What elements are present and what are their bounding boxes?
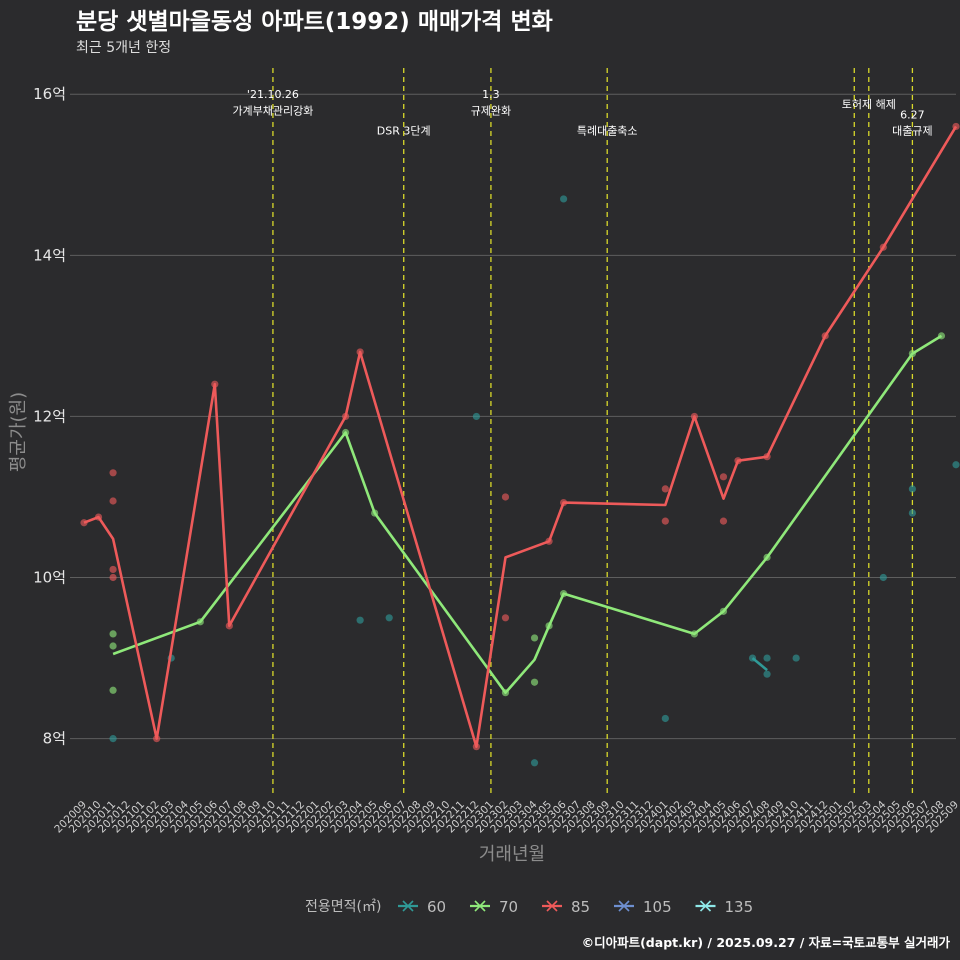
point-60 xyxy=(385,614,393,622)
legend-item-60: 60 xyxy=(398,898,446,916)
x-axis-ticks: 2020092020102020112020122021012021022021… xyxy=(52,798,960,835)
point-70 xyxy=(109,686,117,694)
event-annotation: 규제완화 xyxy=(471,104,511,117)
line-60 xyxy=(751,657,768,672)
legend-title: 전용면적(㎡) xyxy=(305,899,381,915)
line-70 xyxy=(112,334,943,695)
point-60 xyxy=(908,485,917,493)
point-60 xyxy=(530,759,539,767)
grid xyxy=(70,93,956,740)
legend-label: 105 xyxy=(643,898,672,916)
point-60 xyxy=(763,654,771,662)
x-axis-title: 거래년월 xyxy=(479,844,545,865)
legend-item-105: 105 xyxy=(614,898,672,916)
point-85 xyxy=(501,614,510,622)
y-tick-label: 10억 xyxy=(33,569,66,587)
point-85 xyxy=(661,485,669,493)
point-60 xyxy=(763,670,771,678)
event-annotation: 특례대출축소 xyxy=(577,124,638,137)
legend-label: 70 xyxy=(499,898,518,916)
event-lines xyxy=(272,68,914,795)
event-annotation: DSR 3단계 xyxy=(377,124,431,137)
point-85 xyxy=(719,473,728,481)
event-annotation: 6.27 xyxy=(900,108,925,121)
point-85 xyxy=(109,573,117,582)
y-tick-label: 8억 xyxy=(43,730,66,748)
y-tick-label: 12억 xyxy=(33,407,66,425)
point-85 xyxy=(109,469,117,477)
legend-item-85: 85 xyxy=(542,898,590,916)
legend-label: 60 xyxy=(427,898,446,916)
point-60 xyxy=(661,714,669,723)
point-60 xyxy=(908,509,917,517)
event-annotation: '21.10.26 xyxy=(247,88,299,101)
event-annotation: 대출규제 xyxy=(892,124,932,137)
legend: 전용면적(㎡) 60 70 85 105 135 xyxy=(305,898,753,916)
y-axis-ticks: 8억 10억 12억 14억 16억 xyxy=(33,85,66,747)
series-lines xyxy=(83,125,958,749)
event-annotation: 토허제 해제 xyxy=(842,97,896,111)
y-tick-label: 16억 xyxy=(33,85,66,103)
point-70 xyxy=(530,678,539,686)
legend-label: 85 xyxy=(571,898,590,916)
point-85 xyxy=(661,517,669,525)
point-85 xyxy=(719,517,728,525)
point-85 xyxy=(501,493,510,501)
legend-label: 135 xyxy=(725,898,754,916)
chart-subtitle: 최근 5개년 한정 xyxy=(76,40,171,56)
point-70 xyxy=(109,642,117,650)
y-tick-label: 14억 xyxy=(33,246,66,264)
point-60 xyxy=(356,616,364,624)
point-70 xyxy=(530,634,539,642)
legend-item-135: 135 xyxy=(695,898,754,916)
point-85 xyxy=(109,497,117,505)
line-85 xyxy=(83,125,958,749)
point-60 xyxy=(560,195,568,203)
caption: ©디아파트(dapt.kr) / 2025.09.27 / 자료=국토교통부 실… xyxy=(582,935,951,950)
point-85 xyxy=(109,565,117,574)
event-annotation: 1.3 xyxy=(482,88,500,101)
point-60 xyxy=(879,573,887,582)
legend-item-70: 70 xyxy=(470,898,518,916)
point-60 xyxy=(952,461,960,469)
point-60 xyxy=(792,654,800,662)
y-axis-title: 평균가(원) xyxy=(8,392,29,472)
point-70 xyxy=(109,630,117,638)
chart-title: 분당 샛별마을동성 아파트(1992) 매매가격 변화 xyxy=(76,9,553,35)
event-annotation: 가계부채관리강화 xyxy=(232,104,313,117)
data-points xyxy=(80,122,960,767)
point-60 xyxy=(109,735,117,743)
point-60 xyxy=(472,412,480,421)
